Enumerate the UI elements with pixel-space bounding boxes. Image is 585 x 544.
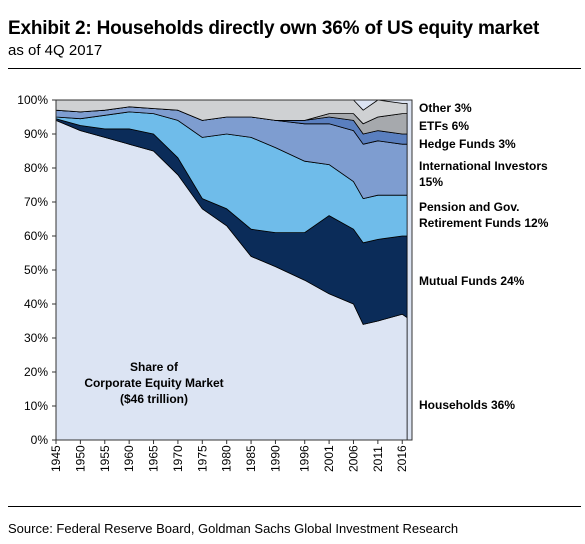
y-tick-label: 10%: [24, 399, 48, 413]
series-label-etfs-6: ETFs 6%: [419, 119, 469, 133]
page-title: Exhibit 2: Households directly own 36% o…: [8, 18, 540, 39]
series-label-other-3: Other 3%: [419, 101, 472, 115]
y-tick-label: 90%: [24, 127, 48, 141]
y-tick-label: 80%: [24, 161, 48, 175]
x-tick-label: 1955: [98, 445, 112, 472]
page-subtitle: as of 4Q 2017: [8, 42, 103, 59]
x-tick-label: 1980: [220, 445, 234, 472]
y-tick-label: 0%: [31, 433, 49, 447]
series-label-hedge-funds-3: Hedge Funds 3%: [419, 137, 516, 151]
series-label-mutual-funds-24: Mutual Funds 24%: [419, 274, 525, 288]
chart-annotation: Share of Corporate Equity Market ($46 tril…: [84, 360, 223, 406]
x-tick-label: 1975: [195, 445, 209, 472]
series-label-households-36: Households 36%: [419, 398, 515, 412]
x-tick-label: 2001: [322, 445, 336, 472]
x-tick-label: 2016: [395, 445, 409, 472]
y-tick-label: 40%: [24, 297, 48, 311]
x-tick-label: 1970: [171, 445, 185, 472]
chart-axes: 0% 10% 20% 30% 40% 50% 60% 70% 80% 90% 100% 1945 195…: [17, 93, 409, 472]
y-tick-label: 30%: [24, 331, 48, 345]
x-tick-label: 1950: [73, 445, 87, 472]
series-label-pension-and-gov-retirement-funds-12: Pension and Gov. Retirement Funds 12%: [419, 200, 549, 230]
series-label-international-investors-15: International Investors 15%: [419, 159, 548, 189]
x-tick-label: 1985: [244, 445, 258, 472]
source-note: Source: Federal Reserve Board, Goldman S…: [8, 521, 459, 536]
x-tick-label: 1996: [298, 445, 312, 472]
chart-areas: [55, 99, 413, 441]
x-tick-label: 2006: [346, 445, 360, 472]
y-tick-label: 70%: [24, 195, 48, 209]
y-tick-label: 100%: [17, 93, 48, 107]
footer-divider: [8, 506, 581, 507]
series-labels: Households 36% Mutual Funds 24% Pension an…: [419, 101, 549, 412]
header-divider: [8, 68, 581, 69]
x-tick-label: 1990: [268, 445, 282, 472]
x-tick-label: 2011: [371, 446, 385, 472]
x-tick-label: 1960: [122, 445, 136, 472]
x-tick-label: 1965: [147, 445, 161, 472]
y-tick-label: 60%: [24, 229, 48, 243]
y-tick-label: 50%: [24, 263, 48, 277]
x-tick-label: 1945: [49, 445, 63, 472]
y-tick-label: 20%: [24, 365, 48, 379]
